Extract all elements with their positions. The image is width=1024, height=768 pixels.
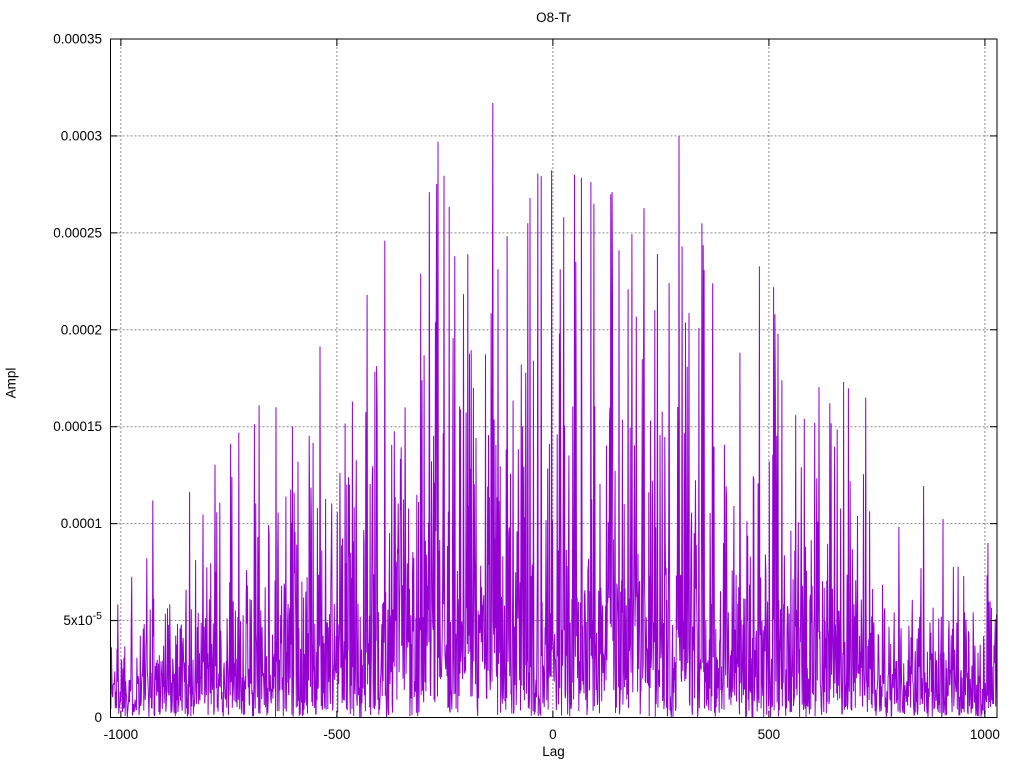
x-tick-label: -500: [323, 727, 350, 742]
plot-border: [110, 38, 998, 718]
data-series: [110, 102, 998, 718]
x-axis-label: Lag: [542, 744, 565, 759]
y-tick-label: 0.00035: [53, 32, 102, 47]
y-tick-label: 0.0002: [61, 322, 102, 337]
y-tick-label: 0.00015: [53, 419, 102, 434]
y-tick-label: 0: [94, 710, 102, 725]
x-tick-label: -1000: [104, 727, 139, 742]
x-tick-label: 500: [758, 727, 781, 742]
x-tick-label: 0: [549, 727, 557, 742]
chart-title: O8-Tr: [536, 10, 571, 25]
y-tick-label: 0.0001: [61, 516, 102, 531]
x-tick-label: 1000: [970, 727, 1000, 742]
y-tick-label: 0.0003: [61, 128, 102, 143]
y-tick-label: 5x10-5: [63, 610, 102, 628]
y-tick-label: 0.00025: [53, 225, 102, 240]
